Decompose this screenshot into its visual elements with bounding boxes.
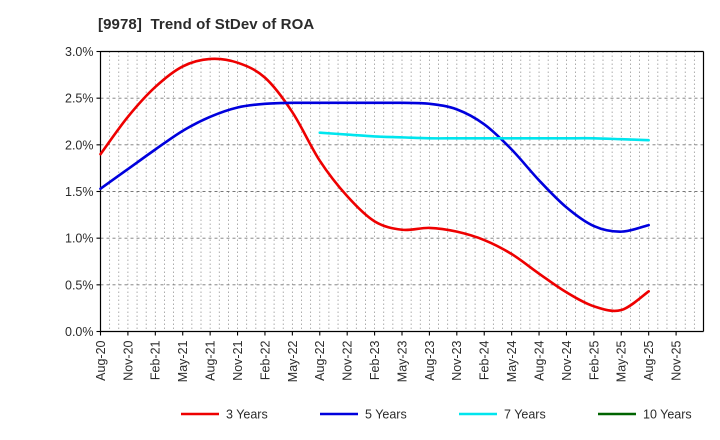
x-tick-label: Feb-25 <box>587 340 601 380</box>
x-tick-label: Aug-22 <box>313 340 327 380</box>
x-tick-label: May-23 <box>395 340 409 382</box>
legend-label-3-years: 3 Years <box>226 408 268 422</box>
y-tick-label: 2.5% <box>65 92 94 106</box>
x-tick-label: May-22 <box>286 340 300 382</box>
x-tick-label: Nov-24 <box>560 340 574 380</box>
chart-title: [9978] Trend of StDev of ROA <box>98 16 315 33</box>
x-tick-label: Nov-22 <box>341 340 355 380</box>
x-axis-tick-labels: Aug-20 Nov-20 Feb-21 May-21 Aug-21 Nov-21 Feb-… <box>94 331 683 382</box>
x-tick-label: Nov-25 <box>669 340 683 380</box>
y-tick-label: 1.0% <box>65 232 94 246</box>
y-tick-label: 1.5% <box>65 185 94 199</box>
x-tick-label: Feb-22 <box>258 340 272 380</box>
y-axis-tick-labels: 0.0% 0.5% 1.0% 1.5% 2.0% 2.5% 3.0% <box>65 45 101 339</box>
x-tick-label: May-25 <box>615 340 629 382</box>
y-tick-label: 0.0% <box>65 325 94 339</box>
legend-label-5-years: 5 Years <box>365 408 407 422</box>
x-tick-label: Aug-23 <box>423 340 437 380</box>
data-series-group <box>99 57 650 313</box>
x-tick-label: Nov-21 <box>231 340 245 380</box>
grid-major-lines <box>100 51 704 332</box>
x-tick-label: Aug-25 <box>642 340 656 380</box>
legend-label-7-years: 7 Years <box>504 408 546 422</box>
x-tick-label: Aug-24 <box>532 340 546 380</box>
x-tick-label: Nov-20 <box>121 340 135 380</box>
chart-legend: 3 Years 5 Years 7 Years 10 Years <box>181 408 692 422</box>
x-tick-label: May-24 <box>505 340 519 382</box>
x-tick-label: Feb-24 <box>478 340 492 380</box>
x-tick-label: Feb-21 <box>149 340 163 380</box>
y-tick-label: 0.5% <box>65 278 94 292</box>
x-tick-label: Feb-23 <box>368 340 382 380</box>
series-line-5-years <box>99 101 650 233</box>
y-tick-label: 2.0% <box>65 138 94 152</box>
series-line-3-years <box>99 57 650 313</box>
x-tick-label: Aug-20 <box>94 340 108 380</box>
x-tick-label: Aug-21 <box>204 340 218 380</box>
series-line-7-years <box>318 131 650 142</box>
legend-label-10-years: 10 Years <box>643 408 692 422</box>
x-tick-label: May-21 <box>176 340 190 382</box>
y-tick-label: 3.0% <box>65 45 94 59</box>
x-tick-label: Nov-23 <box>450 340 464 380</box>
